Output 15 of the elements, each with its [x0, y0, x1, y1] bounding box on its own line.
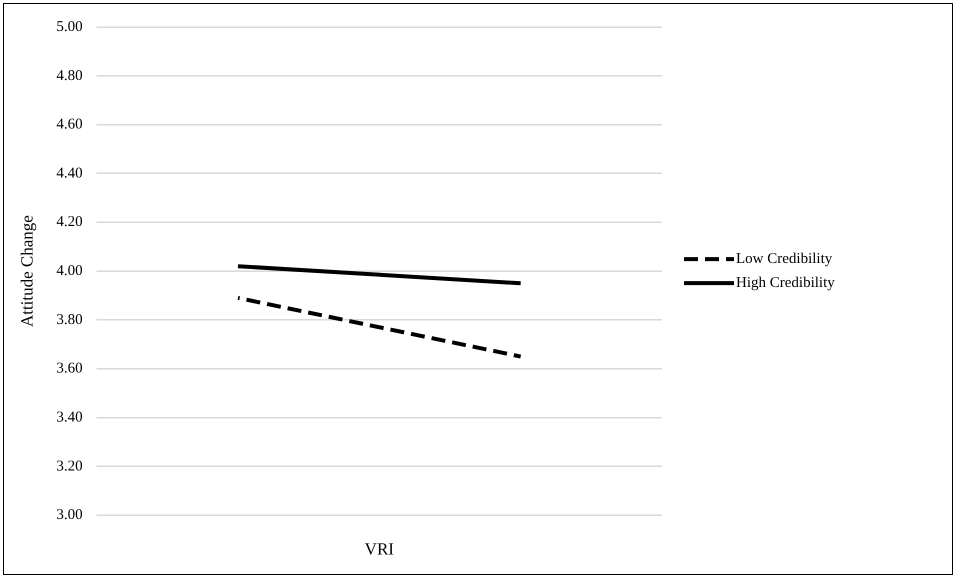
y-tick-label: 3.40 — [56, 409, 83, 426]
y-tick-label: 3.20 — [56, 458, 83, 474]
legend-label: Low Credibility — [736, 251, 833, 268]
y-tick-label: 4.60 — [56, 116, 83, 133]
y-tick-label: 4.40 — [56, 165, 83, 182]
x-axis-title: VRI — [364, 539, 394, 558]
y-tick-label: 3.60 — [56, 360, 83, 377]
y-tick-label: 4.20 — [56, 214, 83, 230]
y-tick-label: 4.80 — [56, 68, 83, 84]
y-tick-label: 3.00 — [56, 507, 83, 524]
y-tick-label: 4.00 — [56, 263, 83, 280]
y-tick-label: 3.80 — [56, 312, 83, 328]
y-axis-title: Attitude Change — [18, 215, 37, 328]
legend-label: High Credibility — [736, 275, 836, 292]
y-tick-label: 5.00 — [56, 18, 83, 35]
